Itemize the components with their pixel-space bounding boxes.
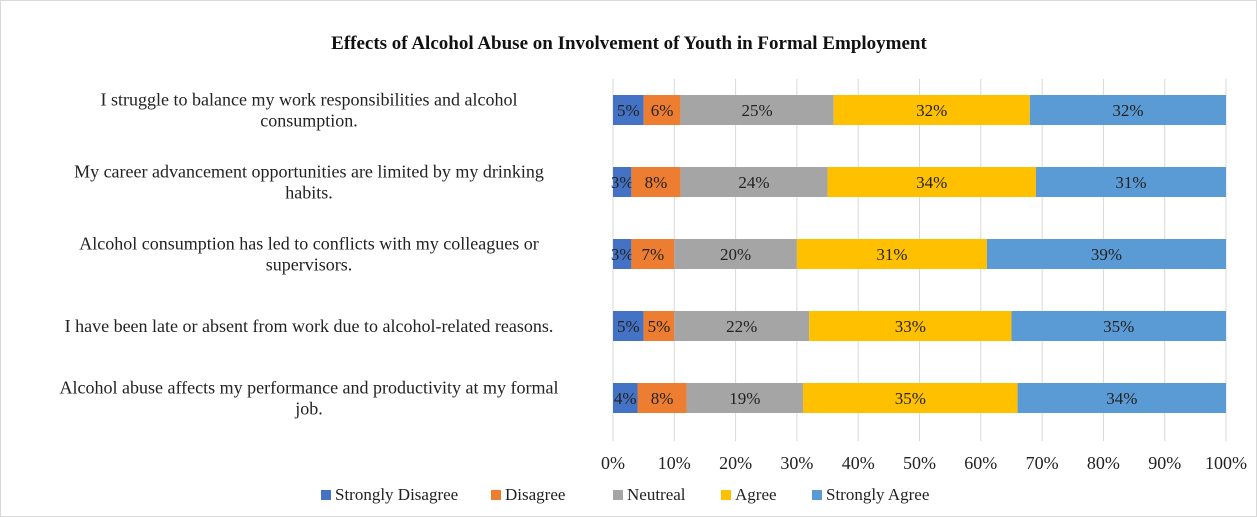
bar-segment: [1029, 95, 1226, 125]
bar-segment: [1035, 167, 1226, 197]
data-label: 5%: [617, 317, 640, 336]
bar-segment: [986, 239, 1226, 269]
bar-segment: [803, 383, 1018, 413]
data-label: 32%: [1112, 101, 1143, 120]
data-label: 34%: [916, 173, 947, 192]
legend-swatch: [321, 490, 331, 500]
data-label: 7%: [642, 245, 665, 264]
x-tick-label: 0%: [601, 453, 625, 473]
bar-segment: [643, 311, 675, 341]
x-tick-label: 40%: [842, 453, 875, 473]
legend-label: Neutreal: [627, 485, 686, 504]
x-tick-label: 50%: [903, 453, 936, 473]
data-label: 34%: [1106, 389, 1137, 408]
legend-swatch: [812, 490, 822, 500]
bar-segment: [827, 167, 1036, 197]
bars: 5% 6% 25% 32% 32% 3% 8% 24% 34% 31% 3% 7% 20% 31% 39% 5…: [611, 95, 1226, 413]
bar-segment: [613, 311, 644, 341]
data-label: 24%: [738, 173, 769, 192]
data-label: 25%: [741, 101, 772, 120]
bar-segment: [637, 383, 687, 413]
x-tick-label: 80%: [1087, 453, 1120, 473]
data-label: 31%: [876, 245, 907, 264]
data-label: 4%: [614, 389, 637, 408]
x-tick-label: 30%: [780, 453, 813, 473]
data-label: 31%: [1115, 173, 1146, 192]
data-label: 5%: [648, 317, 671, 336]
bar-segment: [686, 383, 804, 413]
x-tick-label: 20%: [719, 453, 752, 473]
x-tick-label: 10%: [658, 453, 691, 473]
bar-segment: [680, 95, 834, 125]
x-tick-label: 70%: [1026, 453, 1059, 473]
data-label: 8%: [645, 173, 668, 192]
legend-swatch: [491, 490, 501, 500]
bar-segment: [796, 239, 987, 269]
bar-segment: [1017, 383, 1226, 413]
data-label: 35%: [895, 389, 926, 408]
category-label: My career advancement opportunities are …: [74, 162, 544, 203]
x-tick-label: 60%: [964, 453, 997, 473]
data-label: 3%: [611, 173, 634, 192]
bar-segment: [680, 167, 828, 197]
data-label: 3%: [611, 245, 634, 264]
legend-label: Strongly Agree: [826, 485, 929, 504]
x-axis-ticks: 0% 10% 20% 30% 40% 50% 60% 70% 80% 90% 100%: [601, 453, 1247, 473]
data-label: 8%: [651, 389, 674, 408]
category-label: Alcohol consumption has led to conflicts…: [79, 234, 538, 275]
category-label: I struggle to balance my work responsibi…: [101, 90, 518, 131]
x-tick-label: 90%: [1148, 453, 1181, 473]
bar-segment: [674, 239, 797, 269]
category-label: Alcohol abuse affects my performance and…: [60, 378, 559, 419]
legend-label: Disagree: [505, 485, 565, 504]
bar-segment: [833, 95, 1030, 125]
data-label: 32%: [916, 101, 947, 120]
data-label: 33%: [895, 317, 926, 336]
bar-segment: [631, 239, 675, 269]
legend-label: Agree: [735, 485, 777, 504]
legend-swatch: [613, 490, 623, 500]
category-label: I have been late or absent from work due…: [65, 316, 554, 336]
chart-title: Effects of Alcohol Abuse on Involvement …: [331, 33, 927, 54]
legend-swatch: [721, 490, 731, 500]
data-label: 19%: [729, 389, 760, 408]
bar-segment: [643, 95, 681, 125]
bar-segment: [809, 311, 1012, 341]
legend-label: Strongly Disagree: [335, 485, 458, 504]
x-tick-label: 100%: [1205, 453, 1247, 473]
data-label: 22%: [726, 317, 757, 336]
data-label: 5%: [617, 101, 640, 120]
bar-segment: [674, 311, 810, 341]
bar-segment: [613, 383, 638, 413]
bar-segment: [613, 167, 632, 197]
bar-segment: [631, 167, 681, 197]
category-labels: I struggle to balance my work responsibi…: [60, 90, 559, 419]
data-label: 35%: [1103, 317, 1134, 336]
bar-segment: [613, 95, 644, 125]
data-label: 39%: [1091, 245, 1122, 264]
data-label: 6%: [651, 101, 674, 120]
data-label: 20%: [720, 245, 751, 264]
bar-segment: [613, 239, 632, 269]
bar-segment: [1011, 311, 1226, 341]
legend: Strongly Disagree Disagree Neutreal Agree St…: [321, 485, 929, 504]
